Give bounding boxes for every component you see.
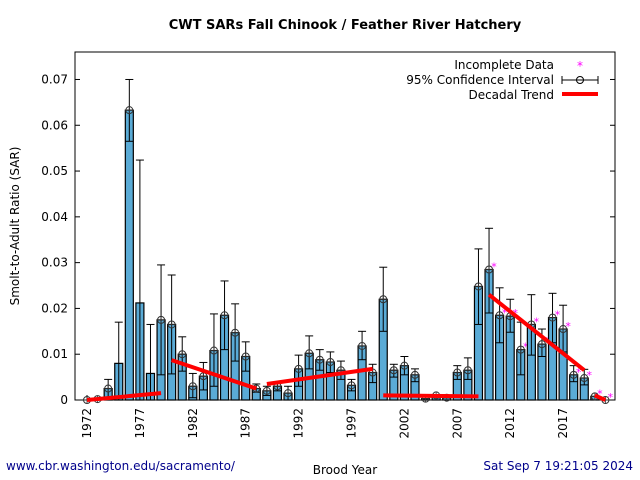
x-tick-label: 1987 [239,408,253,439]
x-tick-label: 1982 [186,408,200,439]
incomplete-marker: * [502,306,508,319]
y-tick-label: 0.03 [41,256,68,270]
footer-timestamp: Sat Sep 7 19:21:05 2024 [483,459,633,473]
chart-title: CWT SARs Fall Chinook / Feather River Ha… [169,18,522,33]
incomplete-marker: * [534,315,540,328]
y-tick-label: 0.05 [41,164,68,178]
y-tick-label: 0 [60,393,68,407]
trend-line [171,358,257,391]
y-tick-label: 0.01 [41,347,68,361]
trend-line [487,293,586,372]
x-axis-label: Brood Year [313,463,377,477]
x-tick-label: 1977 [133,408,147,439]
incomplete-marker: * [608,391,614,404]
y-axis-label: Smolt-to-Adult Ratio (SAR) [8,147,22,306]
legend-ci-marker [561,76,599,84]
incomplete-marker: * [597,387,603,400]
legend-ci-label: 95% Confidence Interval [406,73,554,87]
legend-trend-label: Decadal Trend [468,88,554,102]
bar [124,109,134,401]
incomplete-marker: * [555,309,561,322]
trend-line [86,391,162,402]
trend-line [383,393,479,399]
x-tick-label: 2017 [556,408,570,439]
y-tick-label: 0.07 [41,72,68,86]
footer-url: www.cbr.washington.edu/sacramento/ [6,459,236,473]
x-tick-label: 1992 [292,408,306,439]
y-tick-label: 0.06 [41,118,68,132]
y-tick-label: 0.02 [41,301,68,315]
x-tick-label: 2002 [397,408,411,439]
incomplete-marker: * [523,341,529,354]
incomplete-marker: * [587,369,593,382]
plot-area: 0 0.01 0.02 0.03 0.04 0.05 0.06 0.07 1972 1977 198… [41,51,616,439]
x-tick-label: 2007 [450,408,464,439]
legend-incomplete-marker: * [577,59,583,73]
legend-incomplete-label: Incomplete Data [454,58,554,72]
x-tick-label: 2012 [503,408,517,439]
x-tick-label: 1972 [80,408,94,439]
incomplete-marker: * [491,261,497,274]
y-tick-label: 0.04 [41,210,68,224]
x-tick-label: 1997 [345,408,359,439]
trend-line [594,393,607,402]
incomplete-marker: * [576,366,582,379]
incomplete-marker: * [565,320,571,333]
legend: Incomplete Data * 95% Confidence Interva… [406,58,599,102]
trend-line [266,366,373,386]
